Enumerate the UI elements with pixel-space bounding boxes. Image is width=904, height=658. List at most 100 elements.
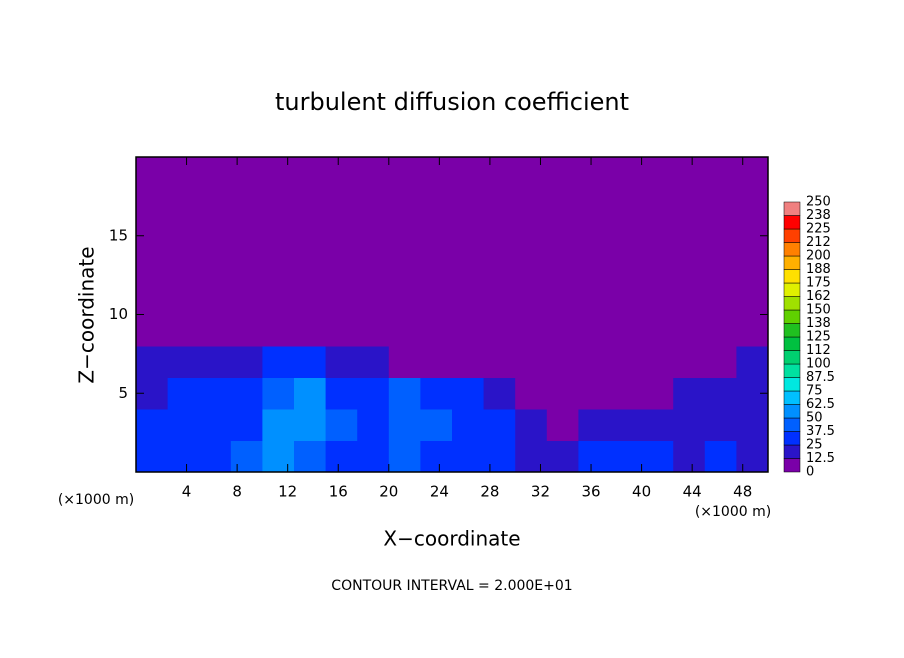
heat-cell [578, 283, 611, 315]
heat-cell [452, 314, 485, 347]
heat-cell [483, 409, 516, 441]
heat-cell [388, 314, 421, 347]
heat-cell [704, 251, 737, 284]
heat-cell [230, 283, 263, 315]
heat-cell [483, 188, 516, 221]
heat-cell [610, 188, 643, 221]
heat-cell [515, 346, 548, 378]
heat-cell [262, 283, 295, 315]
heat-cell [578, 377, 611, 410]
heat-cell [357, 283, 390, 315]
heat-cell [420, 220, 453, 252]
colorbar-label: 188 [806, 262, 831, 277]
heat-cell [578, 440, 611, 473]
heat-cell [452, 283, 485, 315]
heat-cell [578, 220, 611, 252]
heat-cell [641, 157, 674, 189]
heat-cell [736, 409, 769, 441]
heat-cell [294, 440, 327, 473]
heat-cell [452, 377, 485, 410]
heat-cell [199, 377, 232, 410]
heat-cell [483, 251, 516, 284]
heat-cell [673, 314, 706, 347]
y-tick-label: 5 [118, 384, 128, 402]
heat-cell [357, 409, 390, 441]
heat-cell [357, 251, 390, 284]
colorbar-swatch [783, 215, 801, 230]
heat-cell [704, 157, 737, 189]
heat-cell [325, 377, 358, 410]
heat-cell [673, 409, 706, 441]
heat-cell [357, 188, 390, 221]
heat-cell [546, 314, 579, 347]
heat-cell [736, 346, 769, 378]
heat-cell [167, 188, 200, 221]
heat-cell [136, 283, 169, 315]
x-unit: (×1000 m) [695, 504, 771, 520]
heat-cell [641, 409, 674, 441]
colorbar-swatch [783, 309, 801, 324]
colorbar-label: 62.5 [806, 397, 835, 412]
heat-cell [136, 314, 169, 347]
heat-cell [641, 314, 674, 347]
y-tick-label: 10 [109, 305, 128, 323]
heat-cell [230, 346, 263, 378]
heat-cell [357, 220, 390, 252]
heat-cell [641, 220, 674, 252]
colorbar-label: 0 [806, 465, 814, 480]
heat-cell [736, 157, 769, 189]
heat-cell [294, 409, 327, 441]
heat-cell [673, 220, 706, 252]
heat-cell [578, 346, 611, 378]
heat-cell [483, 346, 516, 378]
heat-cell [357, 346, 390, 378]
heat-cell [136, 440, 169, 473]
colorbar-swatch [783, 444, 801, 459]
heat-cell [483, 220, 516, 252]
heat-cell [230, 377, 263, 410]
heat-cell [736, 440, 769, 473]
heat-cell [483, 283, 516, 315]
heat-cell [452, 440, 485, 473]
x-tick-label: 28 [480, 483, 499, 501]
heat-cell [230, 188, 263, 221]
heat-cell [641, 283, 674, 315]
heat-cell [136, 346, 169, 378]
heat-cell [325, 409, 358, 441]
x-tick-label: 48 [733, 483, 752, 501]
heat-cell [610, 157, 643, 189]
heat-cell [357, 377, 390, 410]
heat-cell [325, 314, 358, 347]
heat-cell [452, 346, 485, 378]
heat-cell [673, 346, 706, 378]
heat-cell [262, 409, 295, 441]
heat-cell [294, 314, 327, 347]
heat-cell [357, 314, 390, 347]
heat-cell [452, 251, 485, 284]
heat-cell [704, 440, 737, 473]
heat-cell [325, 346, 358, 378]
heat-cell [452, 409, 485, 441]
heat-cell [610, 220, 643, 252]
heat-cell [610, 283, 643, 315]
colorbar-label: 200 [806, 249, 831, 264]
heat-cell [294, 251, 327, 284]
heat-cell [262, 188, 295, 221]
heat-cell [546, 157, 579, 189]
x-tick-label: 8 [232, 483, 242, 501]
heat-cell [704, 377, 737, 410]
colorbar-label: 150 [806, 303, 831, 318]
colorbar-swatch [783, 296, 801, 311]
chart-title: turbulent diffusion coefficient [275, 88, 629, 116]
colorbar-swatch [783, 377, 801, 392]
y-tick-label: 15 [109, 226, 128, 244]
heat-cell [199, 440, 232, 473]
heat-cell [262, 220, 295, 252]
heat-cell [546, 346, 579, 378]
heat-cell [136, 409, 169, 441]
heat-cell [167, 283, 200, 315]
heat-cell [167, 440, 200, 473]
heat-cell [515, 377, 548, 410]
heat-cell [199, 251, 232, 284]
